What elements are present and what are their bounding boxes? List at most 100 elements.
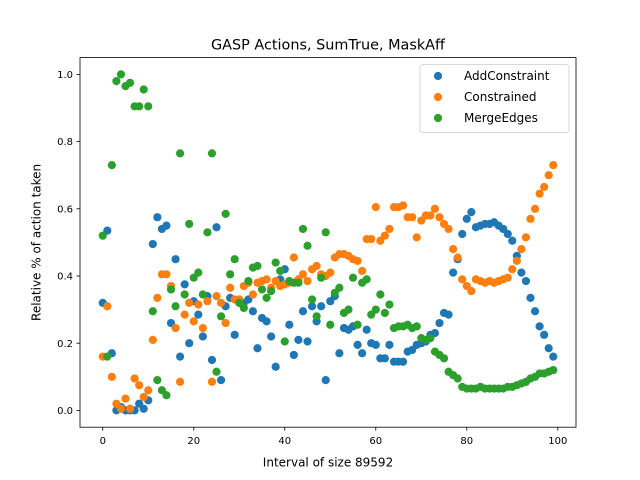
data-point [298,307,308,316]
data-point [535,322,544,331]
y-tick-label: 0.4 [57,272,73,283]
data-point [412,322,421,331]
data-point [430,204,440,213]
data-point [207,355,217,365]
data-point [449,268,458,277]
data-point [367,234,376,244]
data-point [385,340,394,349]
data-point [148,335,157,344]
data-point [162,221,171,230]
data-point [503,229,512,239]
data-point [244,276,253,286]
data-point [189,317,198,326]
data-point [230,255,239,264]
data-point [362,275,371,284]
data-point [130,374,139,383]
data-point [289,253,298,262]
data-point [312,261,321,271]
data-point [103,302,112,311]
data-point [467,208,476,217]
data-point [271,258,280,267]
data-point [549,161,558,170]
data-point [135,102,144,111]
data-point [385,300,394,309]
data-point [380,354,389,363]
series-MergeEdges [98,70,558,400]
data-point [298,224,308,234]
data-point [144,386,153,395]
data-point [253,344,262,353]
data-point [207,377,217,386]
data-point [303,276,312,286]
data-point [303,337,312,346]
data-point [221,209,230,218]
data-point [139,85,148,94]
data-point [549,352,558,361]
data-point [280,337,289,346]
data-point [203,228,212,237]
data-point [289,350,298,360]
data-point [426,211,435,220]
data-point [221,318,230,328]
data-point [435,213,444,222]
legend-label: MergeEdges [464,111,538,125]
data-point [358,266,367,276]
data-point [153,293,162,302]
data-point [326,320,335,329]
legend-label: AddConstraint [464,69,550,83]
data-point [526,293,535,302]
data-point [226,270,235,279]
data-point [353,256,362,265]
data-point [530,307,540,316]
data-point [148,307,157,316]
data-point [335,349,344,358]
legend-marker [433,71,443,81]
data-point [153,376,162,385]
data-point [180,290,189,299]
data-point [176,352,185,361]
data-point [371,305,380,314]
data-point [139,392,148,402]
x-tick-label: 40 [278,436,291,447]
data-point [503,273,512,282]
data-point [267,287,276,296]
data-point [198,290,207,299]
data-point [326,268,335,277]
y-tick-label: 0.0 [57,406,73,417]
legend-label: Constrained [464,90,537,104]
data-point [103,352,112,361]
x-axis-label: Interval of size 89592 [263,456,393,470]
data-point [262,293,271,302]
data-point [544,344,553,353]
data-point [194,268,203,277]
data-point [212,223,221,232]
data-point [353,320,362,329]
data-point [508,236,517,245]
data-point [335,283,344,292]
data-point [207,149,217,158]
data-point [153,213,162,222]
data-point [166,285,176,294]
data-point [248,290,258,299]
data-point [312,312,321,321]
data-point [303,241,312,250]
data-point [458,275,467,284]
data-point [380,308,389,318]
data-point [521,233,531,242]
data-point [294,335,303,344]
data-point [144,102,153,111]
y-axis-ticks: 0.0 0.2 0.4 0.6 0.8 1.0 [57,70,80,417]
y-tick-label: 0.6 [57,204,73,215]
data-point [203,297,212,306]
data-point [171,302,180,311]
data-point [549,365,558,375]
legend-marker [433,113,443,123]
data-point [107,161,116,170]
data-point [398,357,408,366]
data-point [371,340,380,349]
data-point [267,332,276,341]
data-point [98,231,107,240]
data-point [298,270,308,279]
data-point [408,213,417,222]
